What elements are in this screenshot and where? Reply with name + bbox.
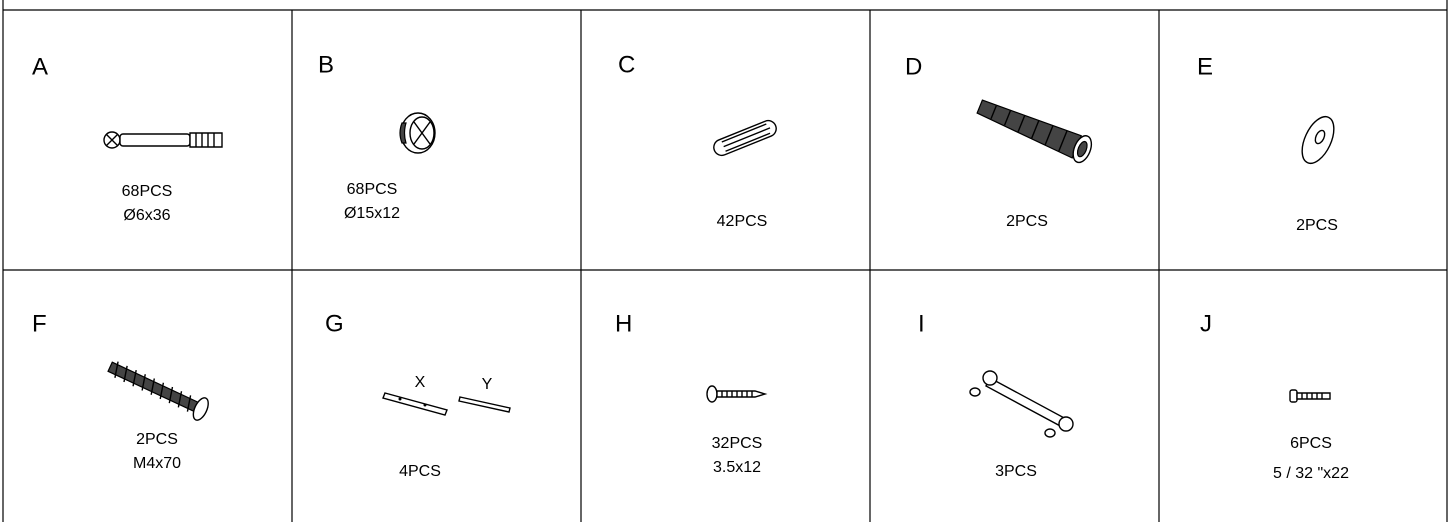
connector-rails (382, 392, 511, 416)
part-quantity: 68PCS (122, 183, 173, 200)
part-quantity: 2PCS (136, 431, 178, 448)
part-quantity: 2PCS (1006, 213, 1048, 230)
callout-label: Y (482, 376, 493, 393)
part-quantity: 2PCS (1296, 217, 1338, 234)
part-size: Ø6x36 (123, 207, 170, 224)
washer (1301, 115, 1335, 165)
part-letter: G (325, 310, 344, 337)
wood-screw (107, 361, 209, 421)
part-letter: J (1200, 310, 1212, 337)
part-letter: C (618, 51, 635, 78)
screw (706, 385, 768, 403)
bolt (1289, 389, 1331, 403)
part-letter: I (918, 310, 925, 337)
part-quantity: 6PCS (1290, 435, 1332, 452)
part-letter: E (1197, 53, 1213, 80)
part-drawings (103, 99, 1335, 438)
part-quantity: 3PCS (995, 463, 1037, 480)
part-letter: B (318, 51, 334, 78)
callout-label: X (415, 374, 426, 391)
wall-plug (976, 99, 1093, 164)
part-letter: F (32, 310, 47, 337)
part-size: 3.5x12 (713, 459, 761, 476)
part-size: 5 / 32 "x22 (1273, 465, 1349, 482)
part-quantity: 68PCS (347, 181, 398, 198)
dowel (713, 119, 777, 157)
part-size: M4x70 (133, 455, 181, 472)
part-labels: A 68PCS Ø6x36 B 68PCS Ø15x12 C 42PCS D 2PCS E 2PCS F… (32, 51, 1349, 482)
part-letter: A (32, 53, 48, 80)
part-quantity: 42PCS (717, 213, 768, 230)
part-quantity: 4PCS (399, 463, 441, 480)
part-size: Ø15x12 (344, 205, 400, 222)
part-letter: D (905, 53, 922, 80)
cam-bolt (103, 131, 223, 149)
handle (969, 370, 1074, 438)
cam-lock (399, 112, 436, 154)
part-quantity: 32PCS (712, 435, 763, 452)
part-letter: H (615, 310, 632, 337)
